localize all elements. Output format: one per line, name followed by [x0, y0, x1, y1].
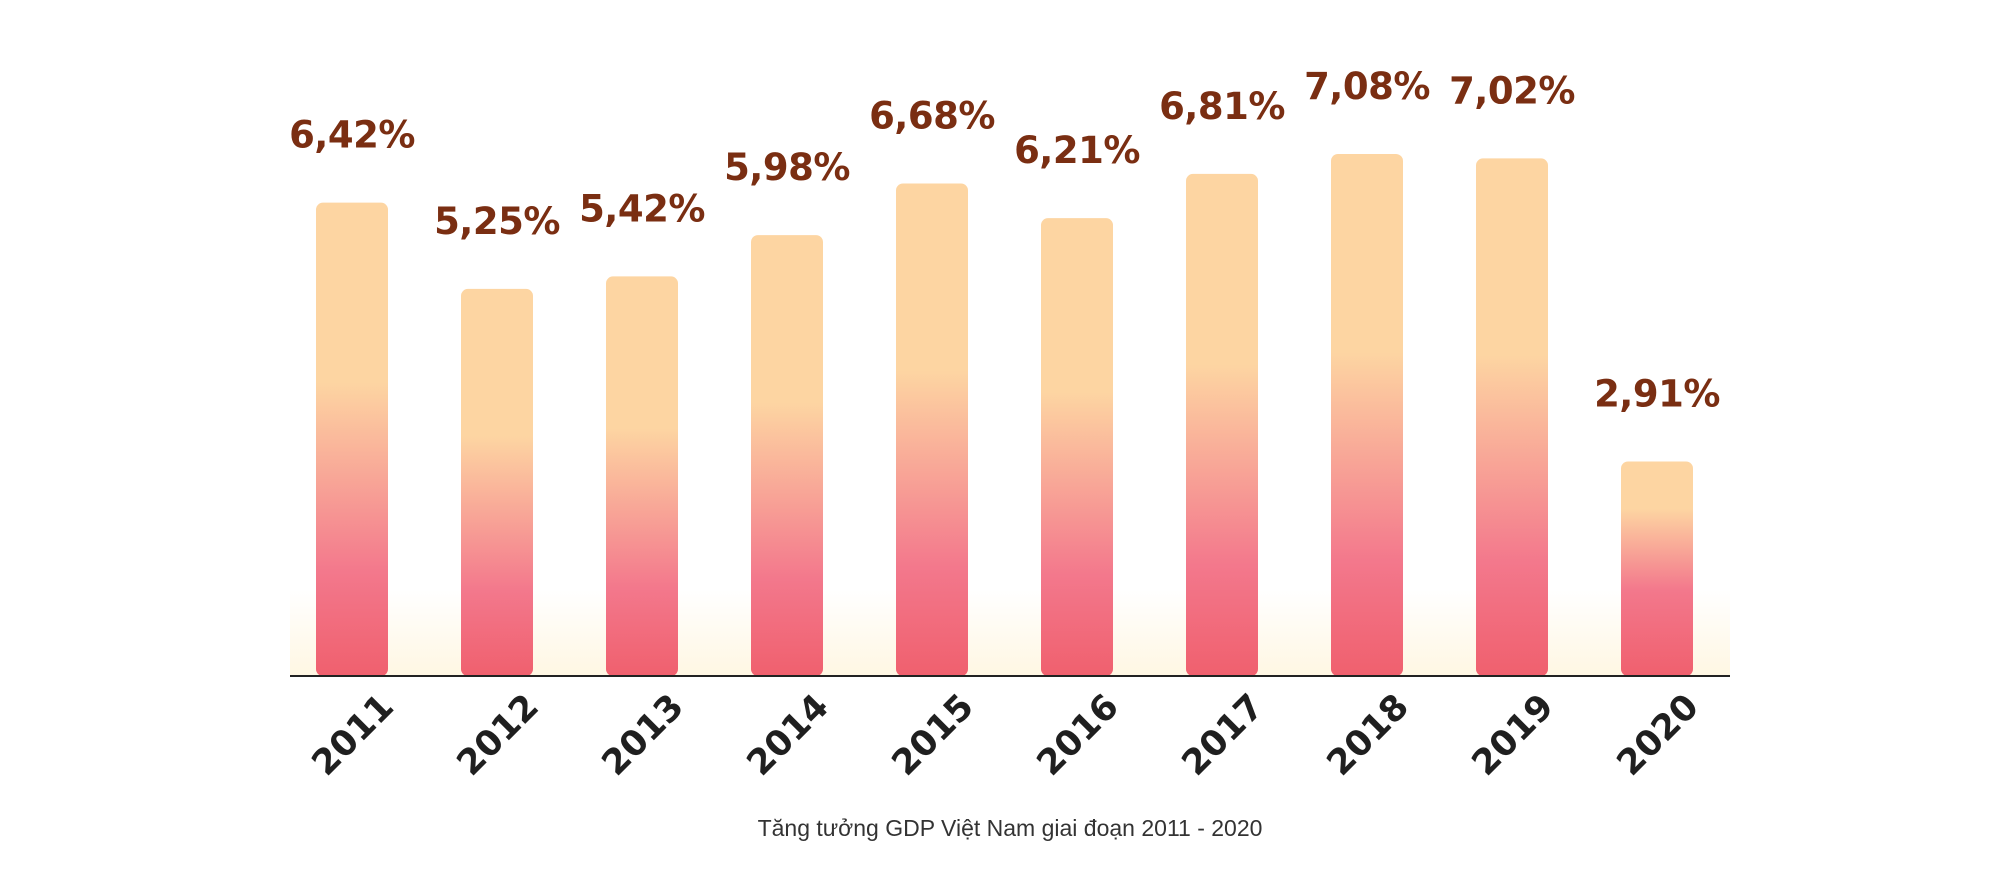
value-label-2017: 6,81% [1159, 85, 1285, 128]
bar-2017 [1186, 173, 1258, 676]
bar-2020 [1621, 461, 1693, 676]
value-label-2013: 5,42% [579, 187, 705, 230]
value-labels-group: 6,42% 5,25% 5,42% 5,98% 6,68% 6,21% 6,81% 7,08%… [289, 65, 1720, 415]
value-label-2014: 5,98% [724, 146, 850, 189]
x-tick-label-2018: 2018 [1320, 687, 1417, 784]
bar-2016 [1041, 218, 1113, 676]
bar-2018 [1331, 154, 1403, 676]
bar-2014 [751, 235, 823, 677]
x-tick-label-2011: 2011 [305, 687, 402, 784]
x-tick-label-2015: 2015 [885, 687, 982, 784]
x-tick-label-2019: 2019 [1465, 687, 1562, 784]
value-label-2016: 6,21% [1014, 129, 1140, 172]
bar-2019 [1476, 158, 1548, 677]
bars-group [316, 154, 1693, 677]
value-label-2011: 6,42% [289, 114, 415, 157]
value-label-2015: 6,68% [869, 94, 995, 137]
x-tick-label-2020: 2020 [1610, 687, 1707, 784]
value-label-2020: 2,91% [1594, 372, 1720, 415]
x-tick-label-2014: 2014 [740, 687, 837, 784]
x-tick-label-2016: 2016 [1030, 687, 1127, 784]
x-tick-label-2012: 2012 [450, 687, 547, 784]
chart-caption: Tăng tưởng GDP Việt Nam giai đoạn 2011 -… [758, 815, 1263, 841]
x-tick-labels-group: 2011 2012 2013 2014 2015 2016 2017 2018 2019 2020 [305, 687, 1707, 784]
bar-2015 [896, 183, 968, 677]
bar-2013 [606, 276, 678, 676]
bar-2011 [316, 202, 388, 676]
value-label-2019: 7,02% [1449, 69, 1575, 112]
x-tick-label-2013: 2013 [595, 687, 692, 784]
value-label-2012: 5,25% [434, 200, 560, 243]
x-tick-label-2017: 2017 [1175, 687, 1272, 784]
bar-2012 [461, 288, 533, 676]
value-label-2018: 7,08% [1304, 65, 1430, 108]
